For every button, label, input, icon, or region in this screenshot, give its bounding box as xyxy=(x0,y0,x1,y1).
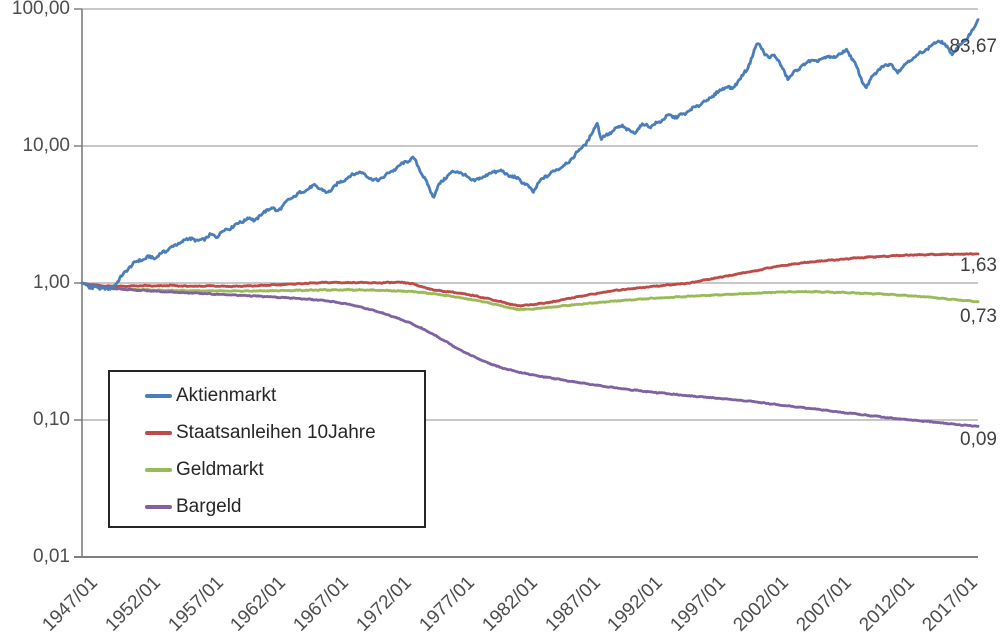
legend-label: Staatsanleihen 10Jahre xyxy=(176,421,376,443)
legend-line-sample-icon xyxy=(145,468,172,473)
series-line-geldmarkt xyxy=(80,281,980,312)
legend-line-sample-icon xyxy=(145,505,172,510)
legend-item-aktienmarkt: Aktienmarkt xyxy=(145,377,424,414)
legend-label: Aktienmarkt xyxy=(176,384,277,406)
y-axis-label: 1,00 xyxy=(33,272,70,293)
legend-item-staatsanleihen-10jahre: Staatsanleihen 10Jahre xyxy=(145,414,424,451)
series-end-label-geldmarkt: 0,73 xyxy=(960,306,997,327)
legend: Aktienmarkt Staatsanleihen 10Jahre Geldmar… xyxy=(108,370,426,528)
series-end-label-bargeld: 0,09 xyxy=(960,429,997,450)
legend-item-geldmarkt: Geldmarkt xyxy=(145,452,424,489)
series-end-label-staatsanleihen-10jahre: 1,63 xyxy=(960,255,997,276)
legend-item-bargeld: Bargeld xyxy=(145,489,424,526)
series-line-bargeld xyxy=(80,281,980,428)
series-line-aktienmarkt xyxy=(80,18,980,291)
legend-label: Geldmarkt xyxy=(176,459,264,481)
series-end-label-aktienmarkt: 83,67 xyxy=(949,36,997,57)
legend-line-sample-icon xyxy=(145,430,172,435)
y-axis-label: 0,01 xyxy=(33,546,70,567)
y-axis-label: 100,00 xyxy=(11,0,70,19)
series-line-staatsanleihen-10jahre xyxy=(80,252,980,308)
legend-line-sample-icon xyxy=(145,393,172,398)
legend-label: Bargeld xyxy=(176,496,242,518)
y-axis-label: 0,10 xyxy=(33,409,70,430)
y-axis-label: 10,00 xyxy=(22,135,70,156)
